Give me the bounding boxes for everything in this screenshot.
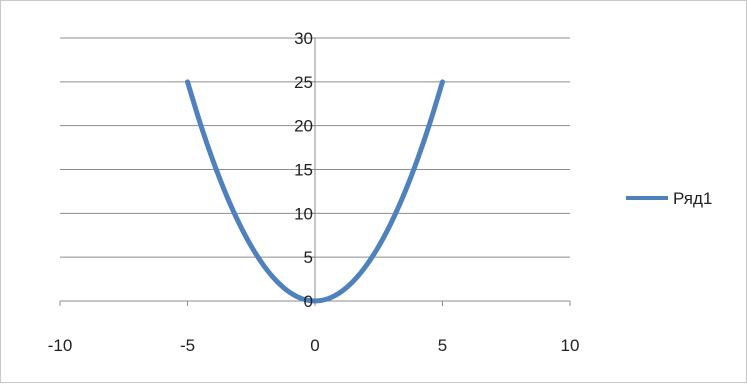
y-tick-label-5: 5 (304, 248, 313, 267)
tick-labels: 0 5 10 15 20 25 30 -10 -5 0 5 10 (48, 29, 580, 355)
y-tick-label-30: 30 (294, 29, 313, 48)
x-tick-label-10: 10 (561, 336, 580, 355)
axes (59, 37, 571, 306)
legend: Ряд1 (626, 189, 712, 208)
y-tick-label-15: 15 (294, 161, 313, 180)
x-tick-label-5: 5 (438, 336, 447, 355)
plot-series (185, 79, 445, 304)
y-tick-label-10: 10 (294, 204, 313, 223)
y-tick-label-25: 25 (294, 73, 313, 92)
x-tick-label--5: -5 (180, 336, 195, 355)
x-tick-label--10: -10 (48, 336, 73, 355)
legend-label: Ряд1 (673, 189, 712, 208)
y-tick-label-20: 20 (294, 117, 313, 136)
series-line-0 (185, 79, 445, 304)
y-tick-label-0: 0 (304, 292, 313, 311)
x-tick-label-0: 0 (310, 336, 319, 355)
